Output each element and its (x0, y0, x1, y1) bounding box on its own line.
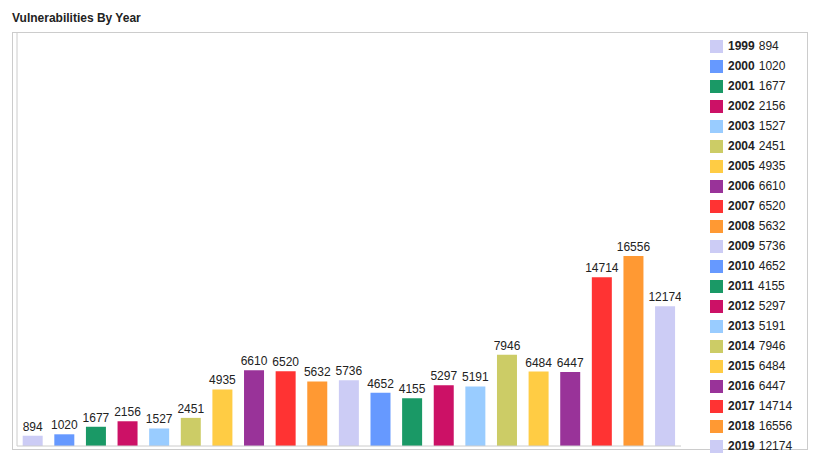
svg-text:5736: 5736 (336, 364, 363, 378)
html-text:2003 1527: 2003 1527 (728, 119, 786, 133)
svg-text:6520: 6520 (272, 355, 299, 369)
svg-text:894: 894 (23, 420, 43, 434)
html-text:2019 12174: 2019 12174 (728, 439, 793, 453)
html-text:2005 4935: 2005 4935 (728, 159, 786, 173)
html-text:2012 5297: 2012 5297 (728, 299, 786, 313)
svg-text:5297: 5297 (430, 369, 457, 383)
html-text:2018 16556: 2018 16556 (728, 419, 793, 433)
svg-text:4652: 4652 (367, 377, 394, 391)
svg-text:6610: 6610 (241, 354, 268, 368)
html-text:2006 6610: 2006 6610 (728, 179, 786, 193)
html-text:2010 4652: 2010 4652 (728, 259, 786, 273)
svg-text:12174: 12174 (648, 290, 681, 304)
svg-text:6447: 6447 (557, 356, 584, 370)
html-text:2015 6484: 2015 6484 (728, 359, 786, 373)
html-text:2014 7946: 2014 7946 (728, 339, 786, 353)
svg-text:14714: 14714 (585, 261, 619, 275)
html-text:2008 5632: 2008 5632 (728, 219, 786, 233)
svg-text:4935: 4935 (209, 373, 236, 387)
html-text:1999 894: 1999 894 (728, 39, 779, 53)
html-text:2011 4155: 2011 4155 (728, 279, 785, 293)
svg-text:1677: 1677 (83, 411, 110, 425)
svg-text:4155: 4155 (399, 382, 426, 396)
html-text:2000 1020: 2000 1020 (728, 59, 786, 73)
html-text:2013 5191: 2013 5191 (728, 319, 786, 333)
svg-text:6484: 6484 (525, 356, 552, 370)
svg-text:1020: 1020 (51, 418, 78, 432)
html-text:2001 1677: 2001 1677 (728, 79, 786, 93)
svg-text:5191: 5191 (462, 370, 489, 384)
html-text:2004 2451: 2004 2451 (728, 139, 786, 153)
html-text:2016 6447: 2016 6447 (728, 379, 786, 393)
html-text:Vulnerabilities By Year: Vulnerabilities By Year (12, 11, 141, 25)
svg-text:2156: 2156 (114, 405, 141, 419)
svg-text:1527: 1527 (146, 412, 173, 426)
svg-text:16556: 16556 (617, 240, 651, 254)
svg-text:5632: 5632 (304, 365, 331, 379)
svg-text:7946: 7946 (494, 339, 521, 353)
html-text:2007 6520: 2007 6520 (728, 199, 786, 213)
html-text:2002 2156: 2002 2156 (728, 99, 786, 113)
html-text:2017 14714: 2017 14714 (728, 399, 793, 413)
html-text:2009 5736: 2009 5736 (728, 239, 786, 253)
svg-text:2451: 2451 (177, 402, 204, 416)
